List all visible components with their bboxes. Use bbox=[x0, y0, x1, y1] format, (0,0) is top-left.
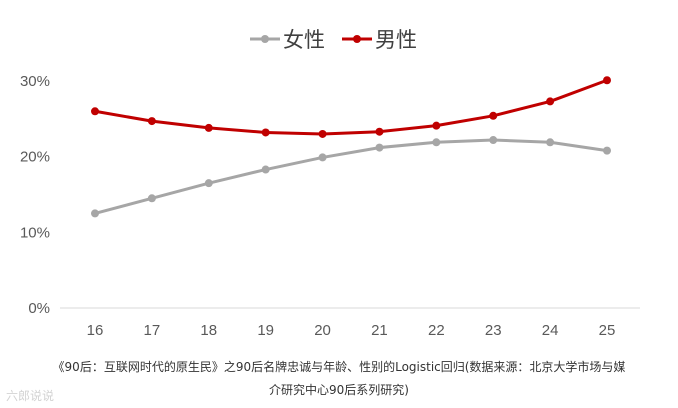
data-point bbox=[603, 146, 611, 155]
legend-item: 男性 bbox=[342, 28, 417, 52]
data-point bbox=[91, 107, 99, 116]
data-point bbox=[318, 129, 327, 138]
x-tick-label: 21 bbox=[371, 322, 388, 339]
y-tick-label: 30% bbox=[20, 73, 50, 90]
series-group bbox=[91, 76, 611, 218]
legend-marker bbox=[353, 35, 361, 43]
legend-label: 男性 bbox=[375, 28, 417, 52]
data-point bbox=[375, 143, 384, 152]
x-tick-label: 25 bbox=[599, 322, 616, 339]
data-point bbox=[489, 111, 498, 120]
data-point bbox=[204, 123, 213, 132]
x-tick-label: 16 bbox=[87, 322, 104, 339]
y-tick-label: 0% bbox=[28, 300, 50, 317]
watermark: 六郎说说 bbox=[6, 389, 55, 403]
data-point bbox=[546, 138, 555, 147]
x-tick-label: 18 bbox=[200, 322, 217, 339]
legend: 女性 男性 bbox=[250, 28, 417, 52]
data-point bbox=[432, 121, 441, 130]
x-tick-label: 23 bbox=[485, 322, 502, 339]
data-point bbox=[546, 97, 555, 106]
series-line bbox=[93, 138, 609, 215]
data-point bbox=[489, 136, 498, 145]
data-point bbox=[318, 153, 327, 162]
x-axis: 16 17 18 19 20 21 22 23 24 25 bbox=[87, 322, 616, 339]
caption-line-2: 介研究中心90后系列研究) bbox=[269, 383, 409, 397]
series-line bbox=[93, 78, 609, 136]
caption-line-1: 《90后：互联网时代的原生民》之90后名牌忠诚与年龄、性别的Logistic回归… bbox=[52, 360, 626, 374]
legend-item: 女性 bbox=[250, 28, 325, 52]
y-tick-label: 10% bbox=[20, 224, 50, 241]
y-tick-label: 20% bbox=[20, 149, 50, 166]
legend-label: 女性 bbox=[283, 28, 325, 52]
data-point bbox=[432, 138, 441, 147]
series-2 bbox=[91, 76, 611, 138]
data-point bbox=[147, 194, 156, 203]
chart-caption: 《90后：互联网时代的原生民》之90后名牌忠诚与年龄、性别的Logistic回归… bbox=[0, 356, 678, 402]
line-chart: 女性 男性 0% 10% 20% 30% 16 17 18 19 20 21 22 23 24 25 bbox=[20, 28, 640, 339]
x-tick-label: 22 bbox=[428, 322, 445, 339]
series-1 bbox=[91, 136, 611, 218]
data-point bbox=[91, 209, 99, 218]
data-point bbox=[375, 127, 384, 136]
data-point bbox=[147, 117, 156, 126]
x-tick-label: 17 bbox=[144, 322, 161, 339]
x-tick-label: 24 bbox=[542, 322, 559, 339]
data-point bbox=[261, 165, 270, 174]
x-tick-label: 19 bbox=[257, 322, 274, 339]
y-axis: 0% 10% 20% 30% bbox=[20, 73, 50, 317]
data-point bbox=[603, 76, 611, 85]
x-tick-label: 20 bbox=[314, 322, 331, 339]
data-point bbox=[261, 128, 270, 137]
legend-marker bbox=[261, 35, 269, 43]
data-point bbox=[204, 179, 213, 188]
